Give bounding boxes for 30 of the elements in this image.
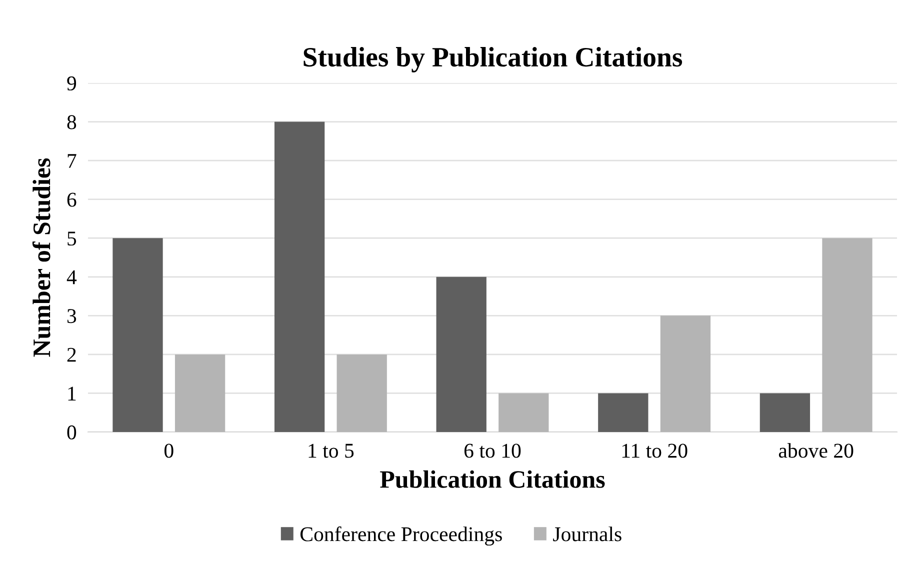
bar (660, 316, 711, 432)
bar (174, 354, 226, 432)
x-tick-label: 6 to 10 (464, 444, 521, 458)
legend-label: Journals (553, 526, 622, 542)
x-tick-label: 11 to 20 (622, 444, 688, 458)
bar (436, 276, 486, 432)
y-tick-label: 2 (67, 348, 76, 362)
y-tick-label: 7 (68, 154, 76, 168)
x-tick-label: above 20 (778, 443, 854, 458)
x-axis-title: Publication Citations (380, 470, 605, 488)
x-tick-label: 1 to 5 (308, 444, 354, 458)
y-axis-title: Number of Studies (32, 158, 50, 357)
y-tick-label: 6 (67, 192, 76, 207)
y-tick-label: 4 (66, 270, 77, 284)
bar (760, 393, 810, 432)
bar (336, 354, 387, 432)
y-tick-label: 8 (67, 115, 76, 130)
legend-label: Conference Proceedings (300, 526, 502, 546)
x-tick-label: 0 (164, 444, 174, 458)
y-tick-label: 1 (68, 386, 76, 400)
y-tick-label: 0 (67, 425, 76, 440)
bar (112, 238, 163, 432)
bar (274, 122, 325, 432)
bar (822, 238, 872, 432)
chart-title: Studies by Publication Citations (304, 47, 682, 72)
y-tick-label: 9 (67, 76, 76, 90)
y-tick-label: 3 (67, 309, 76, 324)
bar (598, 393, 648, 432)
y-tick-label: 5 (68, 232, 76, 246)
bar (498, 393, 549, 432)
